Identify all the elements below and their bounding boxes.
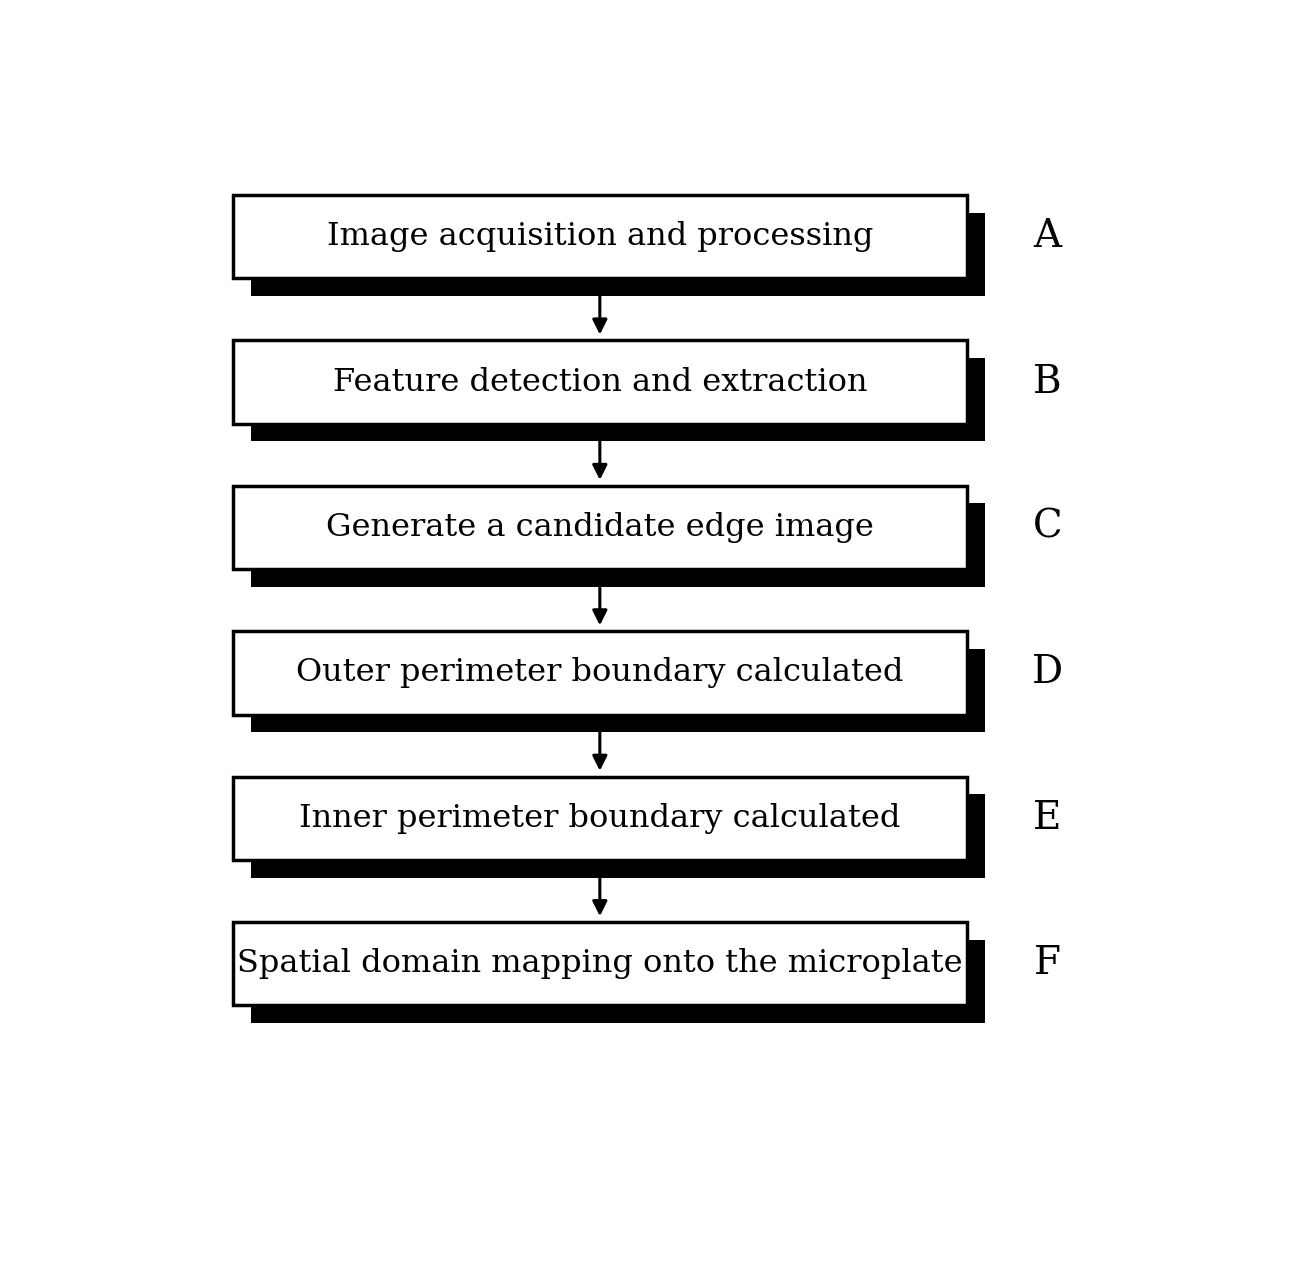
FancyBboxPatch shape: [232, 777, 967, 860]
Text: B: B: [1033, 364, 1062, 401]
Text: Image acquisition and processing: Image acquisition and processing: [327, 221, 874, 253]
FancyBboxPatch shape: [251, 504, 985, 587]
Text: A: A: [1033, 218, 1062, 255]
FancyBboxPatch shape: [232, 923, 967, 1005]
Text: Feature detection and extraction: Feature detection and extraction: [332, 366, 867, 398]
FancyBboxPatch shape: [251, 939, 985, 1023]
FancyBboxPatch shape: [251, 213, 985, 296]
FancyBboxPatch shape: [251, 359, 985, 441]
Text: E: E: [1033, 800, 1062, 837]
FancyBboxPatch shape: [232, 632, 967, 715]
FancyBboxPatch shape: [251, 648, 985, 732]
Text: Inner perimeter boundary calculated: Inner perimeter boundary calculated: [299, 803, 901, 833]
Text: Spatial domain mapping onto the microplate: Spatial domain mapping onto the micropla…: [238, 948, 963, 979]
FancyBboxPatch shape: [232, 486, 967, 569]
Text: D: D: [1032, 655, 1063, 692]
Text: C: C: [1033, 509, 1062, 546]
FancyBboxPatch shape: [251, 794, 985, 878]
FancyBboxPatch shape: [232, 195, 967, 278]
Text: F: F: [1035, 946, 1060, 983]
Text: Generate a candidate edge image: Generate a candidate edge image: [326, 512, 874, 544]
FancyBboxPatch shape: [232, 341, 967, 424]
Text: Outer perimeter boundary calculated: Outer perimeter boundary calculated: [296, 657, 903, 688]
